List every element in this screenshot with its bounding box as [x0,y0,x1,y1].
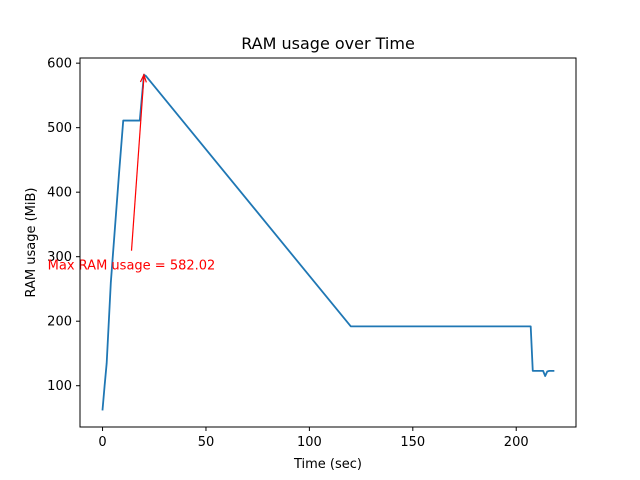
chart-title: RAM usage over Time [241,34,415,53]
x-tick-label: 50 [198,435,215,450]
annotation-layer: Max RAM usage = 582.02 [48,73,216,274]
y-tick-label: 100 [47,379,72,394]
x-tick-label: 0 [98,435,106,450]
x-axis-label: Time (sec) [293,457,362,472]
series-line-0 [101,73,555,411]
y-tick-label: 300 [47,250,72,265]
plot-area [101,73,555,411]
annotation-label: Max RAM usage = 582.02 [48,259,216,274]
x-axis-ticks: 0 50 100 150 200 [98,427,529,450]
annotation-arrowhead [139,73,147,83]
y-axis-ticks: 100 200 300 400 500 600 [47,57,80,394]
annotation-arrow [130,76,145,251]
x-tick-label: 200 [504,435,529,450]
y-tick-label: 200 [47,315,72,330]
y-tick-label: 500 [47,121,72,136]
y-tick-label: 600 [47,57,72,72]
y-axis-label: RAM usage (MiB) [24,188,39,298]
axes-frame [79,57,577,428]
x-tick-label: 100 [297,435,322,450]
x-tick-label: 150 [400,435,425,450]
y-tick-label: 400 [47,186,72,201]
